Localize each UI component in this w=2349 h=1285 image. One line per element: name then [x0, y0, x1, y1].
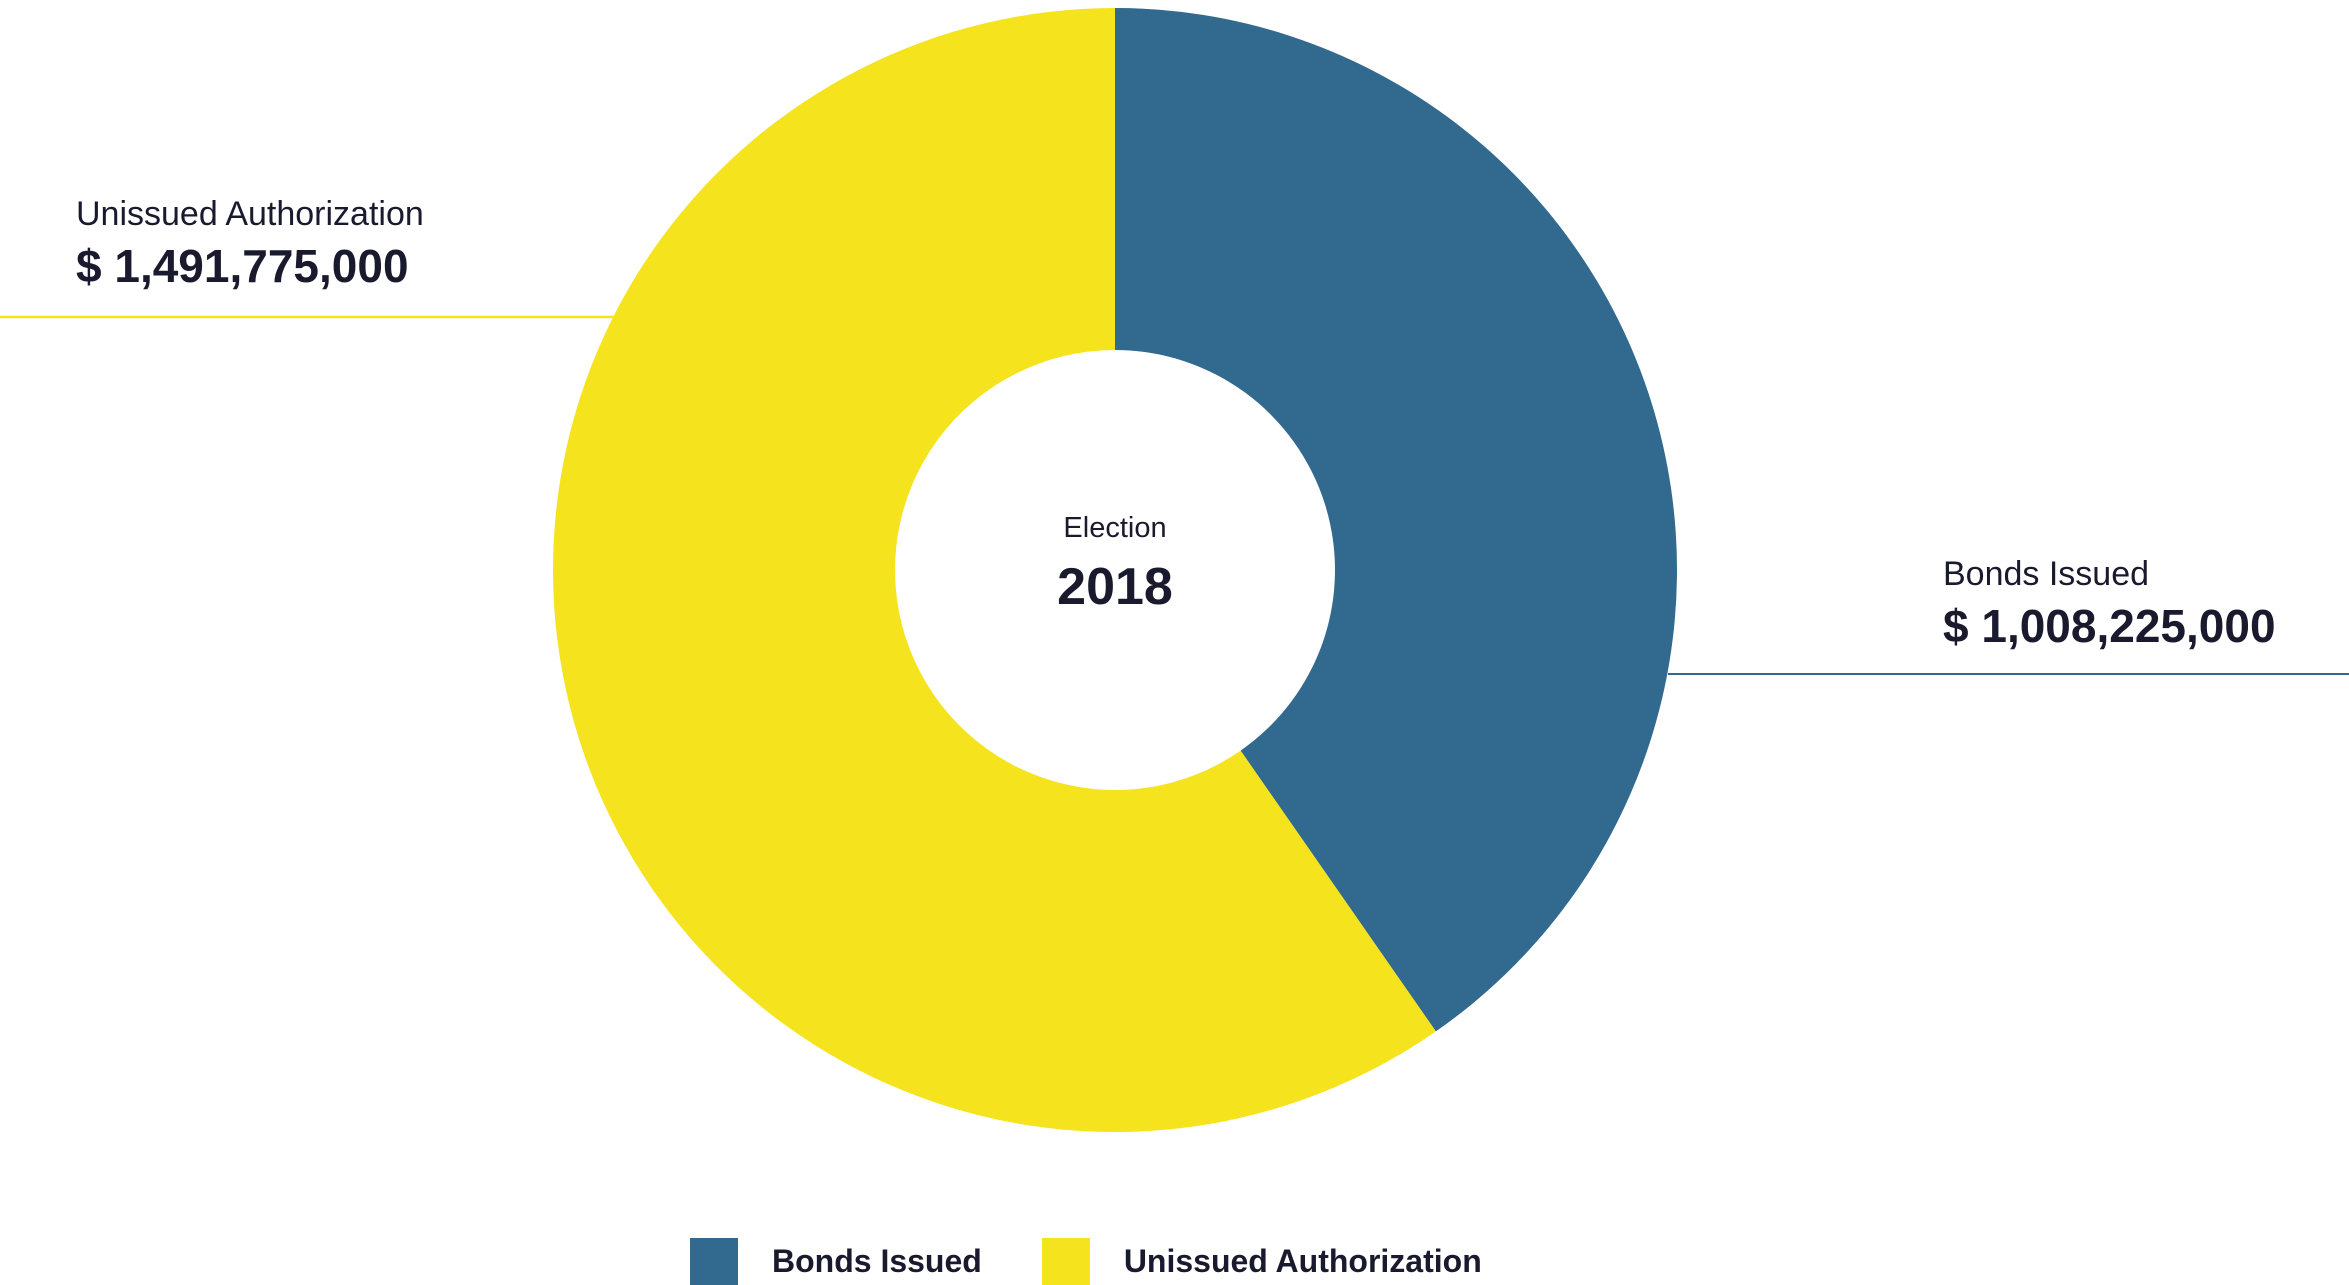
- slice-unissued-authorization: [552, 8, 1436, 1132]
- legend-item-bonds-issued: Bonds Issued: [690, 1238, 982, 1285]
- legend-item-unissued-authorization: Unissued Authorization: [1041, 1238, 1482, 1285]
- slice-bonds-issued: [1115, 8, 1677, 1032]
- chart-legend: Bonds Issued Unissued Authorization: [690, 1238, 1542, 1285]
- legend-swatch-unissued-authorization: [1041, 1238, 1090, 1285]
- bonds-issued-label: Bonds Issued: [1943, 555, 2150, 593]
- unissued-authorization-label: Unissued Authorization: [76, 195, 424, 233]
- legend-label-unissued-authorization: Unissued Authorization: [1123, 1243, 1482, 1279]
- unissued-authorization-value: $ 1,491,775,000: [76, 239, 409, 292]
- bonds-issued-callout: Bonds Issued $ 1,008,225,000: [1943, 554, 2276, 654]
- unissued-authorization-callout: Unissued Authorization $ 1,491,775,000: [76, 194, 424, 294]
- center-caption: Election: [1063, 512, 1167, 544]
- center-year: 2018: [1057, 558, 1173, 616]
- bonds-issued-value: $ 1,008,225,000: [1943, 599, 2276, 652]
- legend-label-bonds-issued: Bonds Issued: [772, 1243, 982, 1279]
- donut-center-label: Election 2018: [895, 512, 1335, 617]
- legend-swatch-bonds-issued: [690, 1238, 738, 1285]
